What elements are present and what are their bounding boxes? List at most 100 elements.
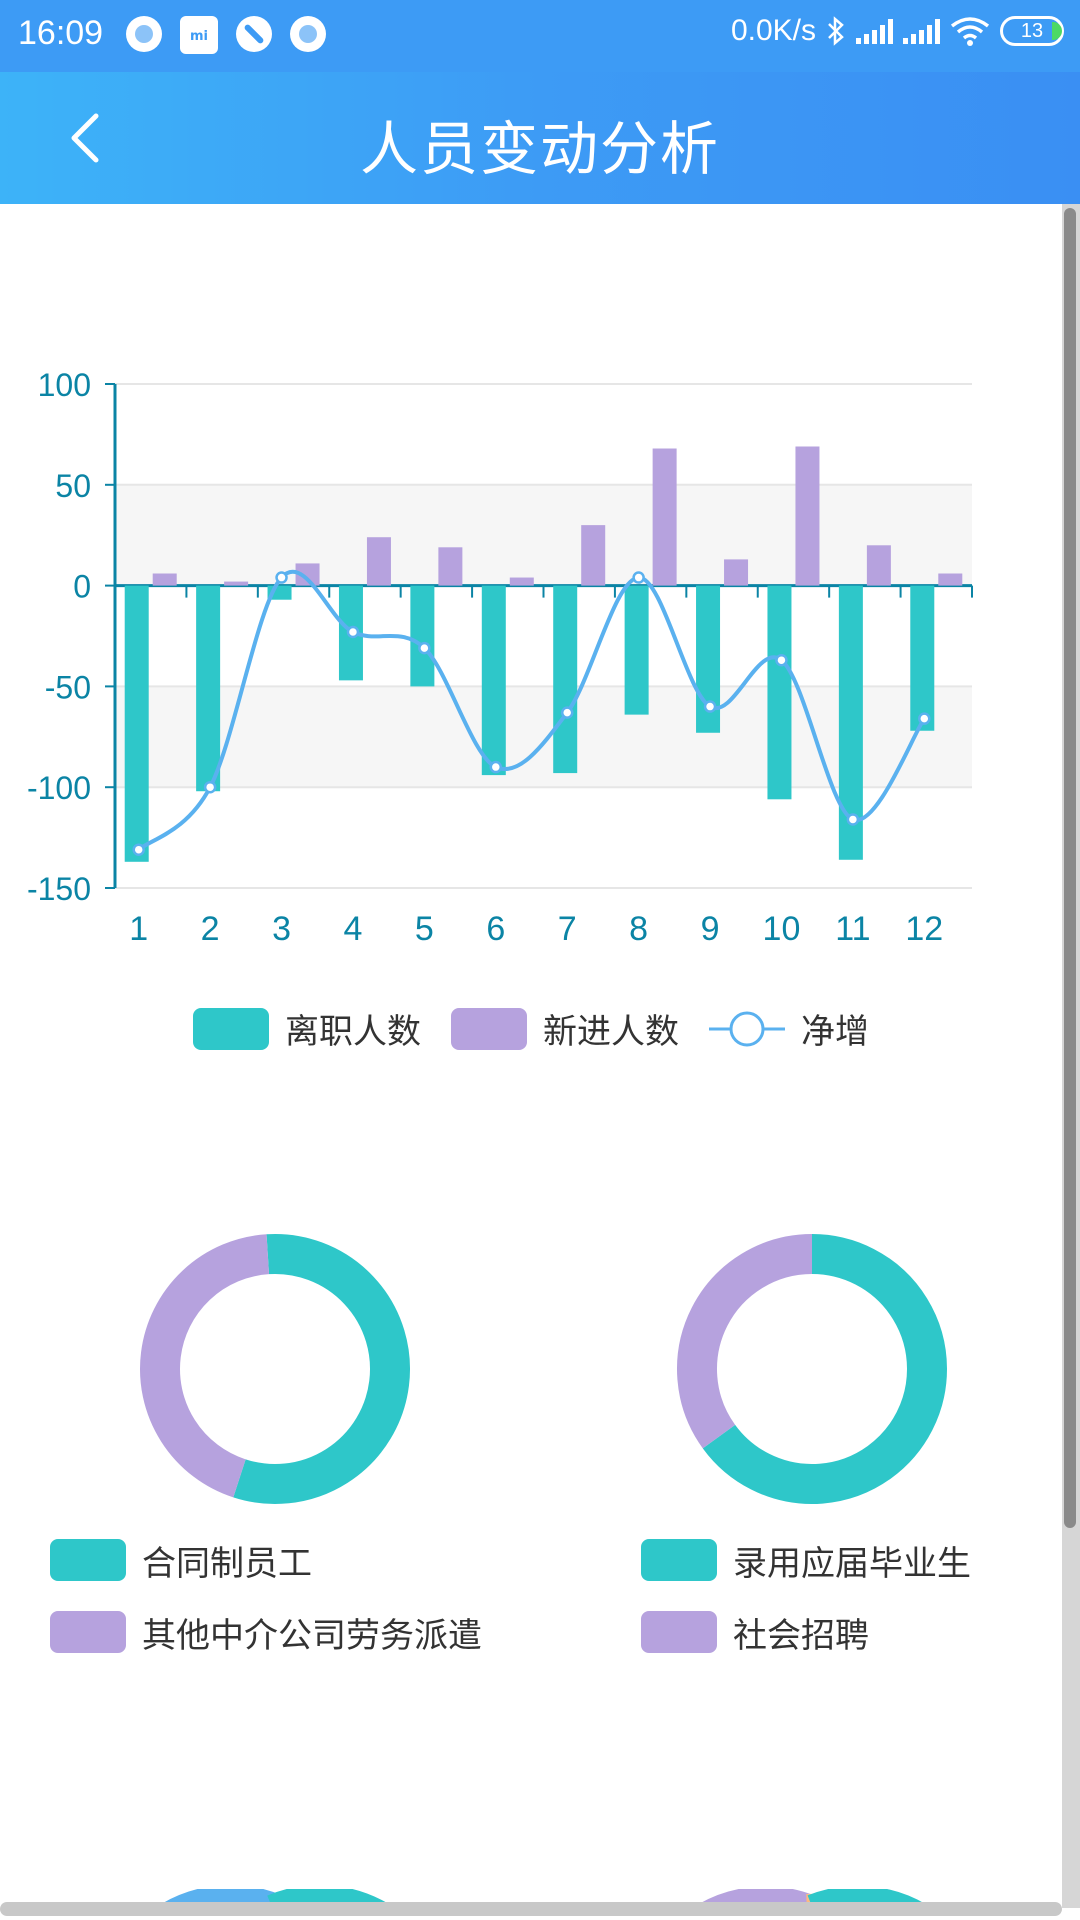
legend-label-graduates: 录用应届毕业生: [733, 1543, 971, 1584]
grid-band: [115, 686, 972, 788]
bar-chart-legend: 离职人数 新进人数 净增: [0, 1004, 1062, 1053]
status-right: 0.0K/s 13: [731, 14, 1064, 48]
legend-item-net[interactable]: 净增: [709, 1004, 869, 1053]
legend-swatch-net: [709, 1011, 785, 1046]
x-tick-label: 5: [415, 910, 434, 948]
x-tick-label: 8: [629, 910, 648, 948]
legend-label-new: 新进人数: [543, 1012, 679, 1052]
app-bar: 人员变动分析: [0, 72, 1080, 204]
battery-icon: 13: [1000, 16, 1064, 46]
legend-swatch-social: [641, 1611, 717, 1653]
donut-slice[interactable]: [233, 1234, 410, 1504]
employment-type-donut: [140, 1234, 410, 1504]
x-tick-label: 3: [272, 910, 291, 948]
donut-right-legend: 录用应届毕业生 社会招聘: [641, 1538, 971, 1682]
signal-icon: [856, 18, 893, 44]
bar-leave: [481, 585, 506, 776]
bar-new: [581, 525, 606, 586]
bar-new: [295, 563, 320, 586]
x-tick-label: 1: [129, 910, 148, 948]
bar-leave: [624, 585, 649, 715]
battery-level: 13: [1020, 20, 1044, 42]
net-line: [137, 569, 926, 852]
donut-slice[interactable]: [677, 1234, 813, 1449]
y-tick-label: 0: [73, 569, 91, 605]
signal-icon: [903, 18, 940, 44]
y-tick-label: 100: [38, 367, 91, 403]
recruitment-source-donut: [677, 1234, 947, 1504]
legend-label-contract: 合同制员工: [142, 1543, 312, 1584]
y-tick-label: 50: [55, 468, 91, 504]
x-tick-label: 2: [201, 910, 220, 948]
x-tick-label: 6: [486, 910, 505, 948]
y-tick-label: -150: [27, 871, 91, 907]
donut-slice[interactable]: [702, 1234, 947, 1504]
net-point: [346, 625, 360, 639]
notification-icon: [290, 16, 326, 52]
block-icon: [236, 16, 272, 52]
horizontal-scrollbar[interactable]: [0, 1902, 1062, 1916]
scrollbar-thumb[interactable]: [1064, 208, 1076, 1528]
notification-icon: [126, 16, 162, 52]
back-button[interactable]: [52, 102, 124, 174]
network-speed: 0.0K/s: [730, 14, 816, 47]
x-tick-label: 7: [558, 910, 577, 948]
donut-slice[interactable]: [140, 1234, 270, 1498]
chevron-left-icon: [71, 113, 99, 163]
bluetooth-icon: [828, 16, 844, 46]
net-point: [132, 843, 145, 856]
legend-swatch-graduates: [641, 1539, 717, 1581]
bar-leave: [196, 585, 221, 792]
x-tick-label: 10: [763, 910, 801, 948]
bar-new: [438, 547, 463, 586]
grid-band: [115, 484, 972, 586]
x-tick-label: 9: [701, 910, 720, 948]
legend-item-leave[interactable]: 离职人数: [193, 1004, 421, 1053]
legend-item-graduates[interactable]: 录用应届毕业生: [641, 1538, 971, 1584]
bar-new: [652, 448, 677, 586]
legend-label-net: 净增: [801, 1012, 869, 1052]
bar-new: [724, 559, 749, 586]
legend-swatch-dispatch: [50, 1611, 126, 1653]
y-tick-label: -50: [45, 669, 91, 705]
net-point: [632, 571, 645, 584]
page-title: 人员变动分析: [359, 115, 720, 183]
legend-item-new[interactable]: 新进人数: [451, 1004, 679, 1053]
bar-leave: [553, 585, 578, 774]
x-tick-label: 12: [905, 910, 943, 948]
bar-leave: [124, 585, 149, 862]
net-point: [703, 700, 717, 713]
legend-label-leave: 离职人数: [285, 1012, 421, 1052]
legend-item-social[interactable]: 社会招聘: [641, 1610, 971, 1656]
bar-leave: [410, 585, 435, 687]
legend-item-contract[interactable]: 合同制员工: [50, 1538, 482, 1584]
legend-label-social: 社会招聘: [733, 1615, 869, 1656]
net-point: [775, 653, 788, 667]
bar-leave: [767, 585, 792, 800]
status-bar: 16:09 mi 0.0K/s 13: [0, 0, 1080, 72]
content-area[interactable]: 100 50 0 -50 -100 -150 1 2 3 4 5 6 7 8 9 10 11 12 离职人数 新进…: [0, 204, 1062, 1904]
mi-icon: mi: [180, 16, 218, 54]
legend-swatch-contract: [50, 1539, 126, 1581]
bar-new: [866, 545, 891, 586]
legend-swatch-leave: [193, 1007, 269, 1050]
net-point: [418, 641, 431, 655]
bar-new: [795, 446, 820, 586]
net-point: [489, 760, 503, 774]
bar-leave: [910, 585, 935, 731]
net-point: [275, 571, 288, 584]
net-point: [918, 712, 931, 725]
bar-new: [366, 537, 391, 586]
y-tick-label: -100: [27, 770, 91, 806]
legend-label-dispatch: 其他中介公司劳务派遣: [142, 1615, 482, 1656]
x-tick-label: 4: [343, 910, 362, 948]
bar-new: [224, 581, 249, 586]
legend-swatch-new: [451, 1007, 527, 1050]
status-time: 16:09: [18, 14, 104, 52]
bar-new: [509, 577, 534, 586]
x-tick-label: 11: [835, 910, 870, 948]
net-point: [846, 813, 860, 826]
legend-item-dispatch[interactable]: 其他中介公司劳务派遣: [50, 1610, 482, 1656]
bar-new: [938, 573, 963, 586]
